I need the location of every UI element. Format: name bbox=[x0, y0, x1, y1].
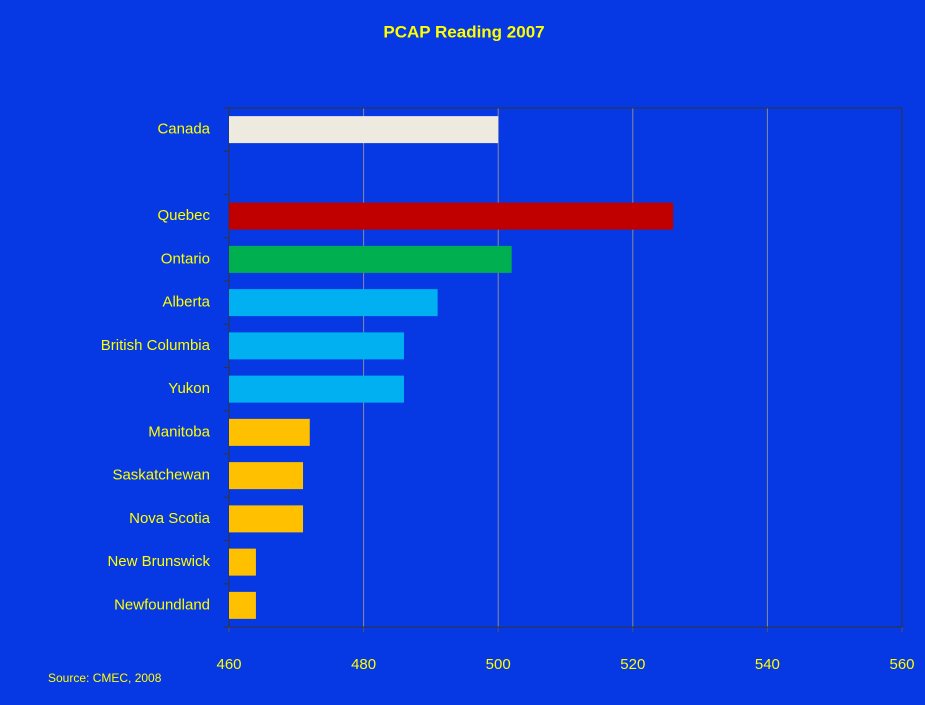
x-tick-label: 480 bbox=[351, 656, 376, 673]
y-tick-label: Newfoundland bbox=[114, 596, 210, 613]
y-tick-label: Alberta bbox=[162, 294, 210, 311]
bar bbox=[229, 116, 499, 144]
bar bbox=[229, 245, 512, 273]
x-tick-label: 460 bbox=[216, 656, 241, 673]
bar bbox=[229, 289, 438, 317]
bar bbox=[229, 591, 256, 619]
y-tick-label: Quebec bbox=[157, 207, 210, 224]
y-tick-label: Canada bbox=[157, 121, 210, 138]
y-tick-label: New Brunswick bbox=[107, 553, 210, 570]
x-tick-label: 520 bbox=[620, 656, 645, 673]
x-tick-label: 540 bbox=[755, 656, 780, 673]
y-tick-label: British Columbia bbox=[101, 337, 211, 354]
bar bbox=[229, 505, 304, 533]
chart-title: PCAP Reading 2007 bbox=[383, 22, 544, 41]
y-tick-label: Manitoba bbox=[148, 423, 210, 440]
x-tick-label: 560 bbox=[889, 656, 914, 673]
y-tick-label: Ontario bbox=[161, 250, 210, 267]
bar bbox=[229, 462, 304, 490]
bar bbox=[229, 548, 256, 576]
bar bbox=[229, 332, 404, 360]
y-tick-label: Nova Scotia bbox=[129, 510, 211, 527]
bar bbox=[229, 375, 404, 403]
bar bbox=[229, 418, 310, 446]
y-tick-label: Yukon bbox=[168, 380, 210, 397]
source-note: Source: CMEC, 2008 bbox=[48, 671, 162, 685]
y-tick-label: Saskatchewan bbox=[112, 467, 210, 484]
bar bbox=[229, 202, 674, 230]
x-tick-label: 500 bbox=[486, 656, 511, 673]
